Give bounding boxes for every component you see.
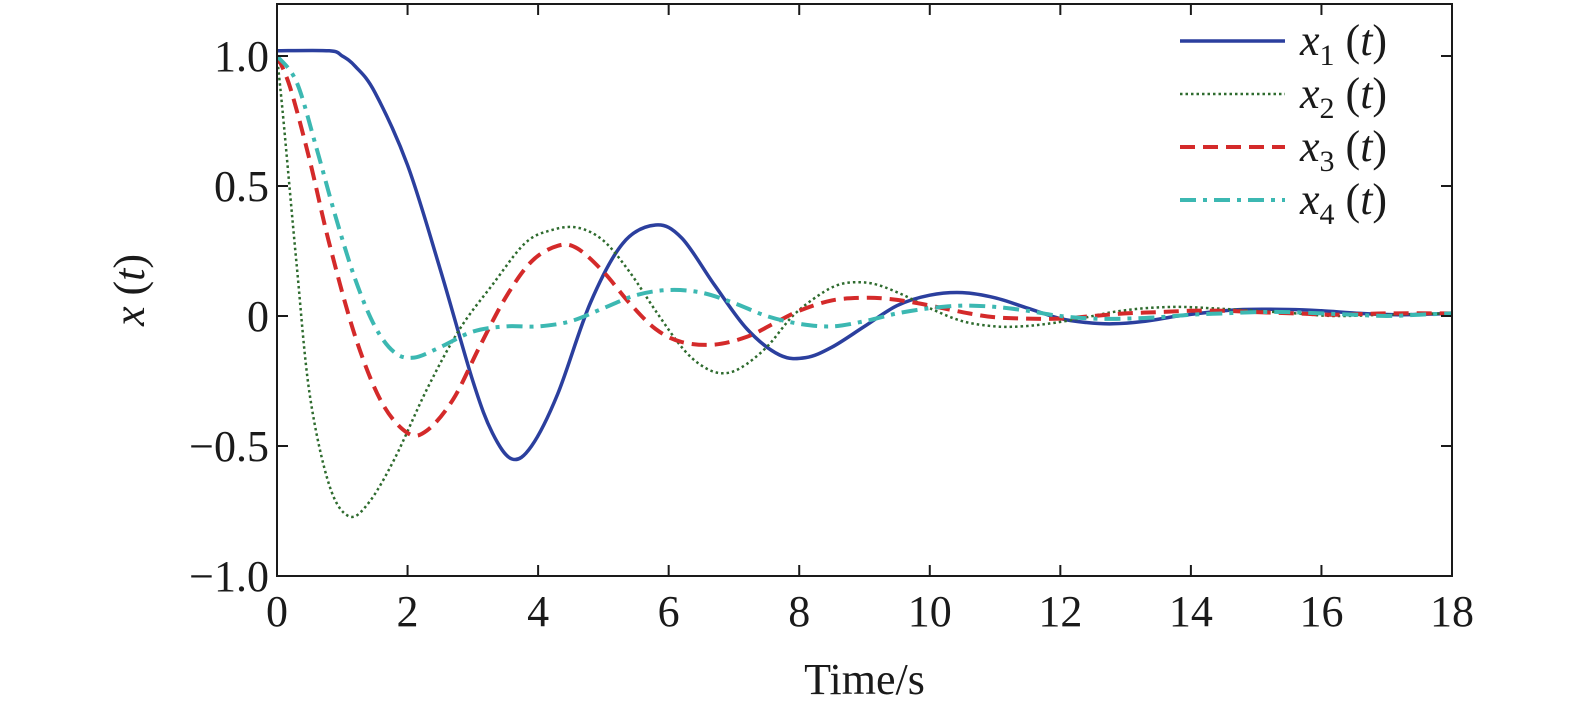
x-tick-label: 0 — [266, 587, 288, 636]
legend-open-paren: ( — [1335, 16, 1361, 65]
x-tick-label: 10 — [908, 587, 952, 636]
series-line-x3 — [277, 55, 1452, 438]
plot-frame — [276, 3, 1453, 577]
y-axis-label-close-paren: ) — [105, 254, 154, 269]
series-line-x4 — [277, 54, 1452, 360]
legend-label-x1: x1 (t) — [1299, 16, 1387, 72]
legend-arg: t — [1360, 69, 1374, 118]
x-tick-label: 6 — [658, 587, 680, 636]
y-tick-label: 1.0 — [214, 32, 269, 81]
legend-label-x2: x2 (t) — [1299, 69, 1387, 125]
x-tick-label: 18 — [1430, 587, 1474, 636]
legend-arg: t — [1360, 122, 1374, 171]
legend-arg: t — [1360, 16, 1374, 65]
legend-open-paren: ( — [1335, 175, 1361, 224]
y-tick-label: −0.5 — [189, 422, 269, 471]
x-tick-label: 8 — [788, 587, 810, 636]
series-line-x2 — [277, 55, 1452, 519]
legend-label-x4: x4 (t) — [1299, 175, 1387, 231]
y-axis-label: x (t) — [105, 254, 154, 327]
legend-close-paren: ) — [1372, 69, 1387, 118]
legend-arg: t — [1360, 175, 1374, 224]
legend-label-x3: x3 (t) — [1299, 122, 1387, 178]
legend-close-paren: ) — [1372, 16, 1387, 65]
legend-var: x — [1299, 69, 1320, 118]
x-tick-label: 12 — [1038, 587, 1082, 636]
legend: x1 (t)x2 (t)x3 (t)x4 (t) — [1180, 16, 1387, 231]
legend-var: x — [1299, 16, 1320, 65]
y-axis-label-var: x — [105, 306, 154, 327]
ticks-layer — [276, 4, 1453, 577]
series-line-x1 — [277, 48, 1452, 462]
x-tick-label: 2 — [397, 587, 419, 636]
legend-close-paren: ) — [1372, 122, 1387, 171]
legend-subscript: 4 — [1320, 198, 1335, 231]
tick-labels-layer: 0 2 4 6 8 10 12 14 16 18−1.0−0.500.51.0 — [189, 32, 1474, 636]
legend-open-paren: ( — [1335, 122, 1361, 171]
legend-close-paren: ) — [1372, 175, 1387, 224]
y-axis-label-arg: t — [105, 267, 154, 281]
legend-subscript: 2 — [1320, 92, 1335, 125]
legend-subscript: 1 — [1320, 39, 1335, 72]
y-tick-label: −1.0 — [189, 552, 269, 601]
series-layer — [277, 48, 1452, 519]
legend-var: x — [1299, 122, 1320, 171]
y-tick-label: 0.5 — [214, 162, 269, 211]
x-tick-label: 16 — [1299, 587, 1343, 636]
legend-subscript: 3 — [1320, 145, 1335, 178]
x-axis-label: Time/s — [804, 655, 925, 704]
legend-var: x — [1299, 175, 1320, 224]
y-axis-label-open-paren: ( — [105, 281, 154, 296]
x-tick-label: 4 — [527, 587, 549, 636]
y-tick-label: 0 — [247, 292, 269, 341]
x-tick-label: 14 — [1169, 587, 1213, 636]
legend-open-paren: ( — [1335, 69, 1361, 118]
